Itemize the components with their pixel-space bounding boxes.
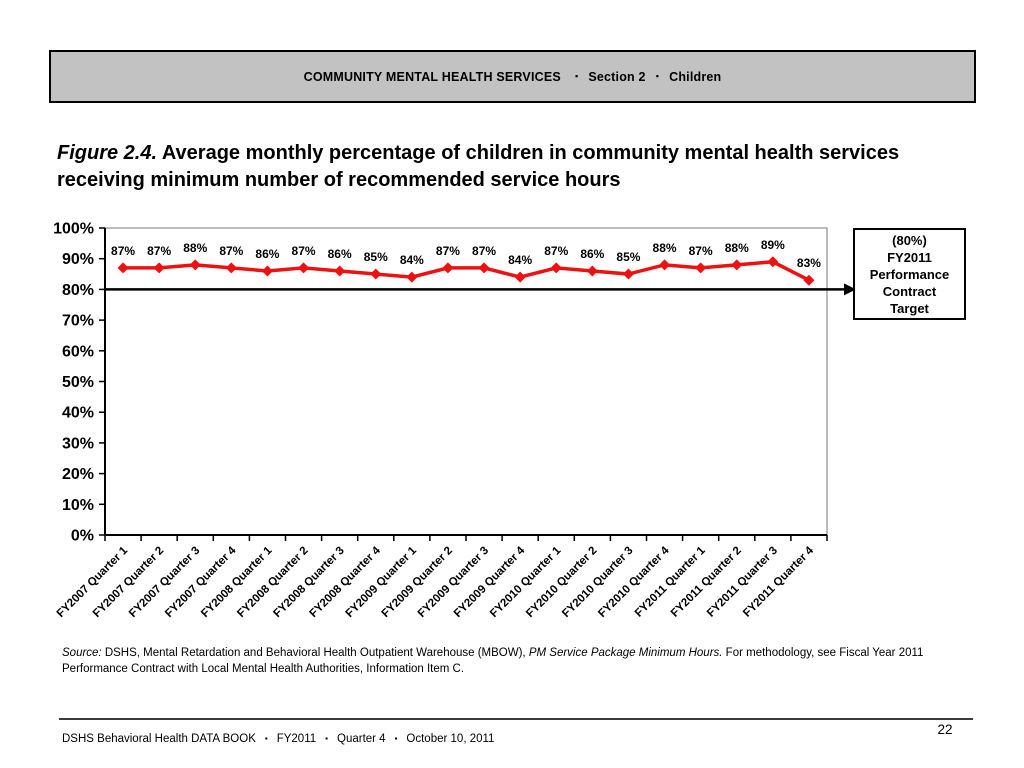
svg-text:86%: 86%: [328, 247, 352, 261]
svg-text:FY2011 Quarter 4: FY2011 Quarter 4: [741, 544, 816, 619]
svg-text:88%: 88%: [725, 241, 749, 255]
svg-text:0%: 0%: [71, 528, 94, 545]
svg-text:100%: 100%: [53, 221, 94, 238]
footer-divider: [59, 718, 973, 720]
svg-text:50%: 50%: [62, 374, 94, 391]
svg-text:87%: 87%: [436, 244, 460, 258]
source-label: Source:: [62, 647, 102, 659]
svg-text:86%: 86%: [255, 247, 279, 261]
figure-title: Figure 2.4. Average monthly percentage o…: [57, 140, 957, 194]
svg-text:30%: 30%: [62, 435, 94, 452]
svg-text:87%: 87%: [147, 244, 171, 258]
svg-text:85%: 85%: [364, 250, 388, 264]
header-banner: COMMUNITY MENTAL HEALTH SERVICES ▪ Secti…: [49, 50, 976, 103]
header-title: COMMUNITY MENTAL HEALTH SERVICES: [303, 69, 561, 84]
header-category: Children: [669, 69, 722, 84]
svg-text:70%: 70%: [62, 313, 94, 330]
svg-text:88%: 88%: [653, 241, 677, 255]
square-bullet-icon: ▪: [574, 70, 579, 81]
svg-text:84%: 84%: [508, 253, 532, 267]
svg-text:87%: 87%: [111, 244, 135, 258]
square-bullet-icon: ▪: [264, 733, 268, 743]
source-text-2: For methodology, see Fiscal Year 2011 Pe…: [62, 647, 924, 675]
svg-text:87%: 87%: [292, 244, 316, 258]
page-number: 22: [937, 722, 953, 737]
svg-text:80%: 80%: [62, 282, 94, 299]
svg-text:20%: 20%: [62, 466, 94, 483]
svg-text:89%: 89%: [761, 238, 785, 252]
header-section: Section 2: [588, 69, 646, 84]
source-note: Source: DSHS, Mental Retardation and Beh…: [62, 645, 934, 677]
svg-text:86%: 86%: [580, 247, 604, 261]
figure-title-text: Average monthly percentage of children i…: [57, 142, 900, 191]
footer: DSHS Behavioral Health DATA BOOK ▪ FY201…: [62, 733, 494, 745]
chart: 0% 10% 20% 30% 40% 50% 60% 70% 80% 90% 100% 87% 87% 8…: [50, 210, 980, 630]
svg-text:10%: 10%: [62, 497, 94, 514]
svg-text:40%: 40%: [62, 405, 94, 422]
svg-text:87%: 87%: [472, 244, 496, 258]
target-annotation-box: (80%) FY2011 Performance Contract Target: [853, 228, 966, 320]
svg-text:87%: 87%: [219, 244, 243, 258]
svg-text:88%: 88%: [183, 241, 207, 255]
svg-text:83%: 83%: [797, 256, 821, 270]
svg-text:90%: 90%: [62, 251, 94, 268]
source-italic-title: PM Service Package Minimum Hours.: [528, 647, 723, 659]
svg-text:84%: 84%: [400, 253, 424, 267]
line-chart-svg: 0% 10% 20% 30% 40% 50% 60% 70% 80% 90% 100% 87% 87% 8…: [53, 221, 856, 620]
source-text-1: DSHS, Mental Retardation and Behavioral …: [101, 647, 529, 659]
figure-number-label: Figure 2.4.: [57, 142, 158, 164]
footer-book-title: DSHS Behavioral Health DATA BOOK: [62, 733, 256, 745]
svg-text:85%: 85%: [616, 250, 640, 264]
svg-text:87%: 87%: [689, 244, 713, 258]
footer-quarter: Quarter 4: [337, 733, 386, 745]
square-bullet-icon: ▪: [325, 733, 328, 743]
svg-text:60%: 60%: [62, 343, 94, 360]
footer-fiscal-year: FY2011: [276, 733, 317, 745]
svg-text:87%: 87%: [544, 244, 568, 258]
square-bullet-icon: ▪: [394, 733, 398, 743]
footer-date: October 10, 2011: [406, 733, 495, 745]
square-bullet-icon: ▪: [655, 70, 660, 81]
